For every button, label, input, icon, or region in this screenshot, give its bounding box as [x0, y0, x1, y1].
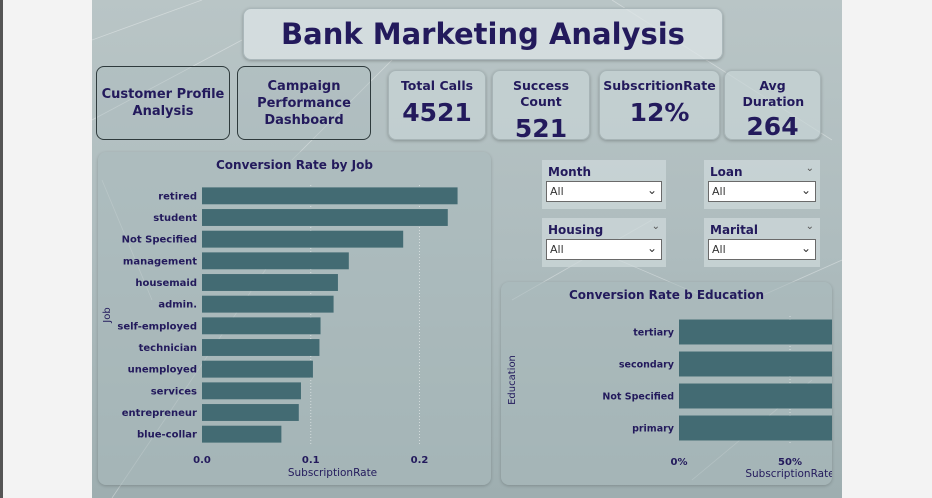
bar [679, 319, 832, 345]
kpi-total-calls: Total Calls 4521 [388, 70, 486, 140]
bar [202, 274, 338, 291]
x-tick-label: 0.2 [411, 455, 429, 466]
housing-dropdown-value: All [550, 243, 564, 256]
month-dropdown[interactable]: All ⌄ [546, 181, 662, 202]
category-label: services [151, 386, 197, 397]
y-axis-label: Education [507, 355, 518, 405]
x-tick-label: 50% [778, 457, 802, 468]
category-label: housemaid [135, 278, 197, 289]
marital-slicer-label: Marital [710, 223, 759, 237]
loan-slicer-label: Loan [710, 165, 743, 179]
campaign-performance-nav-label: Campaign Performance Dashboard [257, 78, 351, 128]
bar [202, 317, 321, 335]
chevron-down-icon: ⌄ [646, 183, 657, 197]
housing-dropdown[interactable]: All ⌄ [546, 239, 662, 260]
customer-profile-nav-label: Customer Profile Analysis [101, 87, 225, 119]
x-tick-label: 0.1 [302, 455, 320, 466]
chevron-down-icon[interactable]: ⌄ [805, 221, 814, 232]
education-chart-panel: Conversion Rate b Education 0%50%100%ter… [501, 282, 832, 485]
kpi-avg-duration-label: Avg Duration [742, 78, 805, 109]
category-label: admin. [158, 300, 197, 311]
category-label: entrepreneur [122, 408, 197, 419]
category-label: student [153, 213, 197, 224]
chevron-down-icon[interactable]: ⌄ [805, 163, 814, 174]
bar [202, 252, 349, 270]
chevron-down-icon: ⌄ [646, 241, 657, 255]
category-label: blue-collar [137, 430, 197, 441]
job-chart: 0.0 0.1 0.2 retired student Not Specified mana… [102, 185, 458, 479]
marital-slicer[interactable]: Marital ⌄ All ⌄ [704, 218, 820, 267]
category-label: tertiary [633, 328, 675, 339]
category-label: primary [632, 424, 675, 435]
kpi-success-count: Success Count 521 [492, 70, 590, 143]
marital-dropdown[interactable]: All ⌄ [708, 239, 816, 260]
bar [202, 209, 448, 226]
kpi-success-count-value: 521 [514, 114, 568, 143]
bar [202, 295, 334, 313]
category-label: Not Specified [122, 235, 197, 246]
x-axis-label: SubscriptionRate [745, 468, 832, 480]
category-label: management [123, 256, 197, 267]
education-chart-title: Conversion Rate b Education [568, 288, 765, 302]
kpi-success-count-label: Success Count [512, 78, 570, 109]
month-slicer[interactable]: Month All ⌄ [542, 160, 666, 209]
kpi-total-calls-label: Total Calls [400, 78, 474, 93]
bar [202, 230, 404, 248]
loan-slicer[interactable]: Loan ⌄ All ⌄ [704, 160, 820, 209]
kpi-subscription-rate-label: SubscritionRate [603, 78, 716, 93]
chevron-down-icon[interactable]: ⌄ [651, 221, 660, 232]
kpi-subscription-rate: SubscritionRate 12% [599, 70, 720, 140]
bar [202, 425, 282, 443]
window-left-border [0, 0, 3, 498]
bar [679, 351, 832, 377]
dashboard-canvas: Bank Marketing Analysis Customer Profile… [92, 0, 842, 498]
month-dropdown-value: All [550, 185, 564, 198]
dashboard-title-box: Bank Marketing Analysis [243, 8, 723, 60]
x-axis-label: SubscriptionRate [288, 467, 377, 479]
bar [202, 382, 301, 400]
kpi-total-calls-value: 4521 [402, 98, 472, 127]
bar [202, 339, 320, 356]
housing-slicer-label: Housing [548, 223, 604, 237]
job-chart-panel: Conversion Rate by Job 0.0 0.1 0.2 retired s… [98, 152, 491, 485]
loan-dropdown-value: All [712, 185, 726, 198]
kpi-subscription-rate-value: 12% [629, 98, 690, 127]
x-tick-label: 0% [671, 457, 688, 468]
category-label: retired [158, 191, 197, 202]
bar [202, 187, 458, 205]
bar [679, 383, 832, 409]
housing-slicer[interactable]: Housing ⌄ All ⌄ [542, 218, 666, 267]
x-tick-label: 0.0 [193, 455, 211, 466]
marital-dropdown-value: All [712, 243, 726, 256]
loan-dropdown[interactable]: All ⌄ [708, 181, 816, 202]
kpi-avg-duration-value: 264 [746, 112, 799, 141]
bar [679, 415, 832, 441]
campaign-performance-nav-button[interactable]: Campaign Performance Dashboard [237, 66, 371, 140]
chevron-down-icon: ⌄ [800, 241, 811, 255]
dashboard-title: Bank Marketing Analysis [281, 17, 685, 51]
category-label: self-employed [117, 321, 197, 332]
chevron-down-icon: ⌄ [800, 183, 811, 197]
bar [202, 404, 299, 421]
kpi-avg-duration: Avg Duration 264 [724, 70, 821, 141]
customer-profile-nav-button[interactable]: Customer Profile Analysis [96, 66, 230, 140]
category-label: technician [139, 343, 197, 354]
job-chart-title: Conversion Rate by Job [216, 158, 373, 172]
category-label: secondary [619, 360, 675, 371]
category-label: Not Specified [602, 392, 674, 403]
category-label: unemployed [128, 365, 197, 376]
y-axis-label: Job [102, 307, 113, 323]
month-slicer-label: Month [548, 165, 592, 179]
bar [202, 360, 313, 378]
